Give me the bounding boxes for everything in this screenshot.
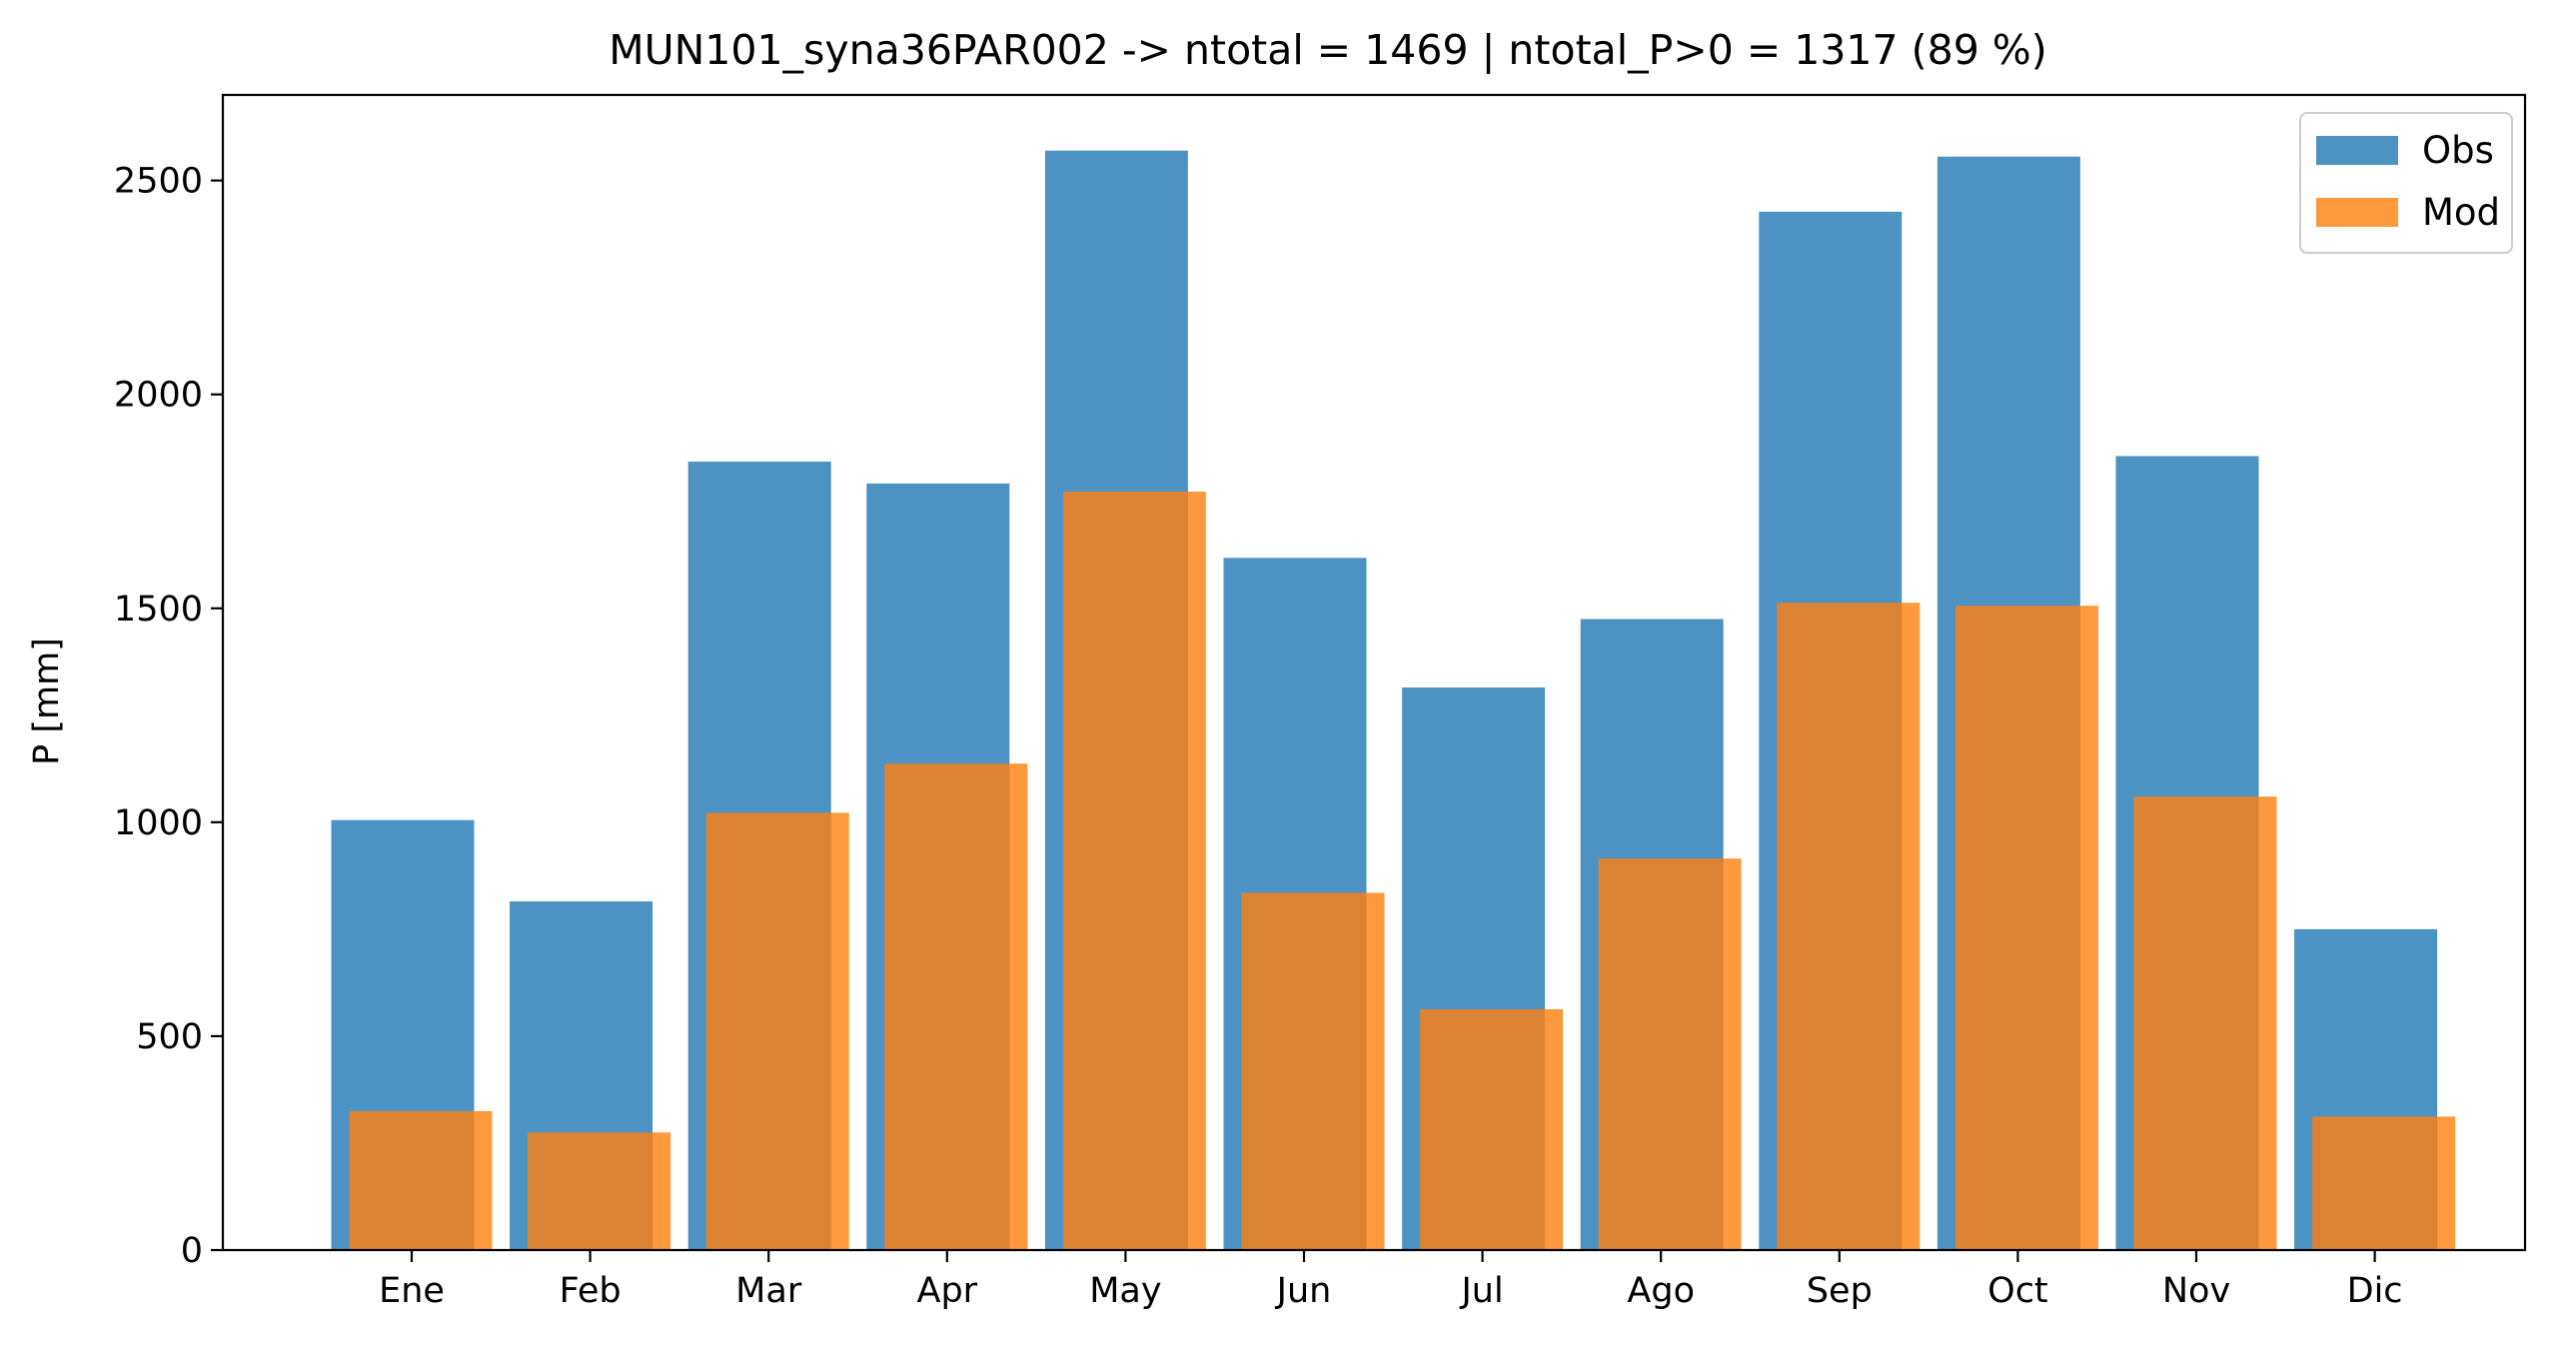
bar-mod-mar [705,812,849,1250]
x-tick-label: Mar [735,1271,802,1311]
bars-layer [331,150,2456,1251]
x-tick-label: Sep [1807,1271,1873,1311]
legend-swatch-obs [2316,136,2398,165]
y-tick-label: 0 [181,1231,203,1271]
y-axis-label: P [mm] [27,638,67,765]
bar-mod-ene [349,1110,493,1250]
bar-mod-feb [528,1132,671,1250]
legend-swatch-mod [2316,198,2398,227]
bar-mod-nov [2133,796,2277,1250]
x-tick-label: Ago [1627,1271,1695,1311]
bar-mod-dic [2312,1116,2456,1250]
y-tick-label: 2000 [114,376,203,416]
plot-frame [221,93,2527,1252]
legend-label-obs: Obs [2422,129,2494,172]
bar-mod-oct [1954,606,2098,1250]
legend-label-mod: Mod [2422,191,2500,234]
y-tick-label: 500 [136,1017,203,1057]
chart-title: MUN101_syna36PAR002 -> ntotal = 1469 | n… [609,26,2047,74]
x-tick-label: May [1089,1271,1161,1311]
x-tick-label: Oct [1987,1271,2048,1311]
x-tick-label: Apr [917,1271,978,1311]
bar-mod-may [1062,491,1206,1250]
bar-mod-apr [884,763,1028,1250]
x-tick-label: Jun [1275,1271,1332,1311]
legend: Obs Mod [2299,112,2513,254]
axes-layer: 0 500 1000 1500 2000 2500 Ene Feb Mar Apr May Jun Ju… [114,93,2527,1311]
bar-mod-sep [1777,603,1921,1250]
x-tick-label: Jul [1459,1271,1503,1311]
bar-mod-ago [1598,858,1742,1250]
x-tick-label: Nov [2162,1271,2230,1311]
x-tick-label: Dic [2347,1271,2403,1311]
y-tick-label: 1000 [114,803,203,843]
y-tick-label: 2500 [114,162,203,202]
x-tick-label: Feb [560,1271,622,1311]
y-tick-label: 1500 [114,590,203,630]
bar-mod-jul [1420,1009,1564,1250]
bar-mod-jun [1241,892,1385,1250]
x-tick-label: Ene [379,1271,445,1311]
